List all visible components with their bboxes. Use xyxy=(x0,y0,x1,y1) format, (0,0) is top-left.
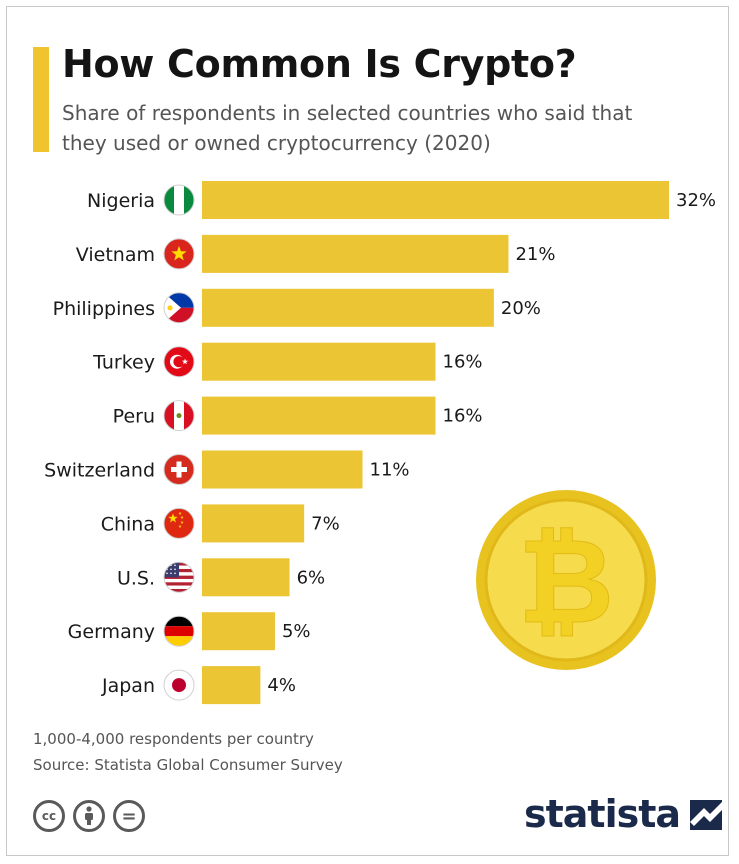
bar-us xyxy=(202,558,290,597)
country-label: Switzerland xyxy=(44,460,155,482)
switzerland-flag-icon xyxy=(163,454,195,485)
source-note: Source: Statista Global Consumer Survey xyxy=(33,756,343,774)
no-derivatives-icon[interactable]: = xyxy=(113,800,145,832)
value-label: 20% xyxy=(501,298,541,319)
vietnam-flag-icon xyxy=(163,238,195,270)
statista-logo-mark-icon xyxy=(690,800,722,830)
value-label: 32% xyxy=(676,190,716,211)
respondents-note: 1,000-4,000 respondents per country xyxy=(33,730,314,748)
country-label: China xyxy=(101,513,155,535)
bar-turkey xyxy=(202,342,436,381)
value-label: 21% xyxy=(515,244,555,265)
country-label: Philippines xyxy=(53,298,155,320)
country-label: Vietnam xyxy=(76,244,155,266)
attribution-icon[interactable] xyxy=(73,800,105,832)
license-icons: cc = xyxy=(33,800,145,832)
bar-switzerland xyxy=(202,450,363,489)
page-title: How Common Is Crypto? xyxy=(62,42,577,86)
bar-japan xyxy=(202,666,261,705)
cc-icon[interactable]: cc xyxy=(33,800,65,832)
value-label: 5% xyxy=(282,621,311,642)
japan-flag-icon xyxy=(163,669,195,701)
bar-china xyxy=(202,504,305,543)
country-label: Japan xyxy=(101,675,155,697)
country-label: U.S. xyxy=(117,567,155,589)
country-label: Germany xyxy=(68,621,155,643)
bar-germany xyxy=(202,612,275,651)
philippines-flag-icon xyxy=(163,292,195,324)
bar-peru xyxy=(202,396,436,435)
chart-subtitle: Share of respondents in selected countri… xyxy=(62,101,633,155)
svg-text:₿: ₿ xyxy=(518,512,614,650)
bar-vietnam xyxy=(202,234,509,273)
title-accent-bar xyxy=(33,47,49,152)
value-label: 11% xyxy=(370,460,410,481)
value-label: 6% xyxy=(297,567,326,588)
person-icon xyxy=(85,806,93,825)
turkey-flag-icon xyxy=(163,346,195,378)
country-label: Turkey xyxy=(92,352,155,374)
country-label: Nigeria xyxy=(87,190,155,212)
bar-philippines xyxy=(202,288,494,327)
us-flag-icon xyxy=(163,561,195,593)
china-flag-icon xyxy=(163,507,195,539)
country-label: Peru xyxy=(113,406,155,428)
value-label: 16% xyxy=(443,406,483,427)
value-label: 7% xyxy=(311,513,340,534)
bitcoin-coin-icon: ₿ xyxy=(476,490,656,670)
brand-logo[interactable]: statista xyxy=(524,792,681,836)
value-label: 16% xyxy=(443,352,483,373)
peru-flag-icon xyxy=(163,400,195,432)
bar-nigeria xyxy=(202,181,669,219)
nigeria-flag-icon xyxy=(163,184,195,216)
germany-flag-icon xyxy=(163,615,195,647)
value-label: 4% xyxy=(267,675,296,696)
